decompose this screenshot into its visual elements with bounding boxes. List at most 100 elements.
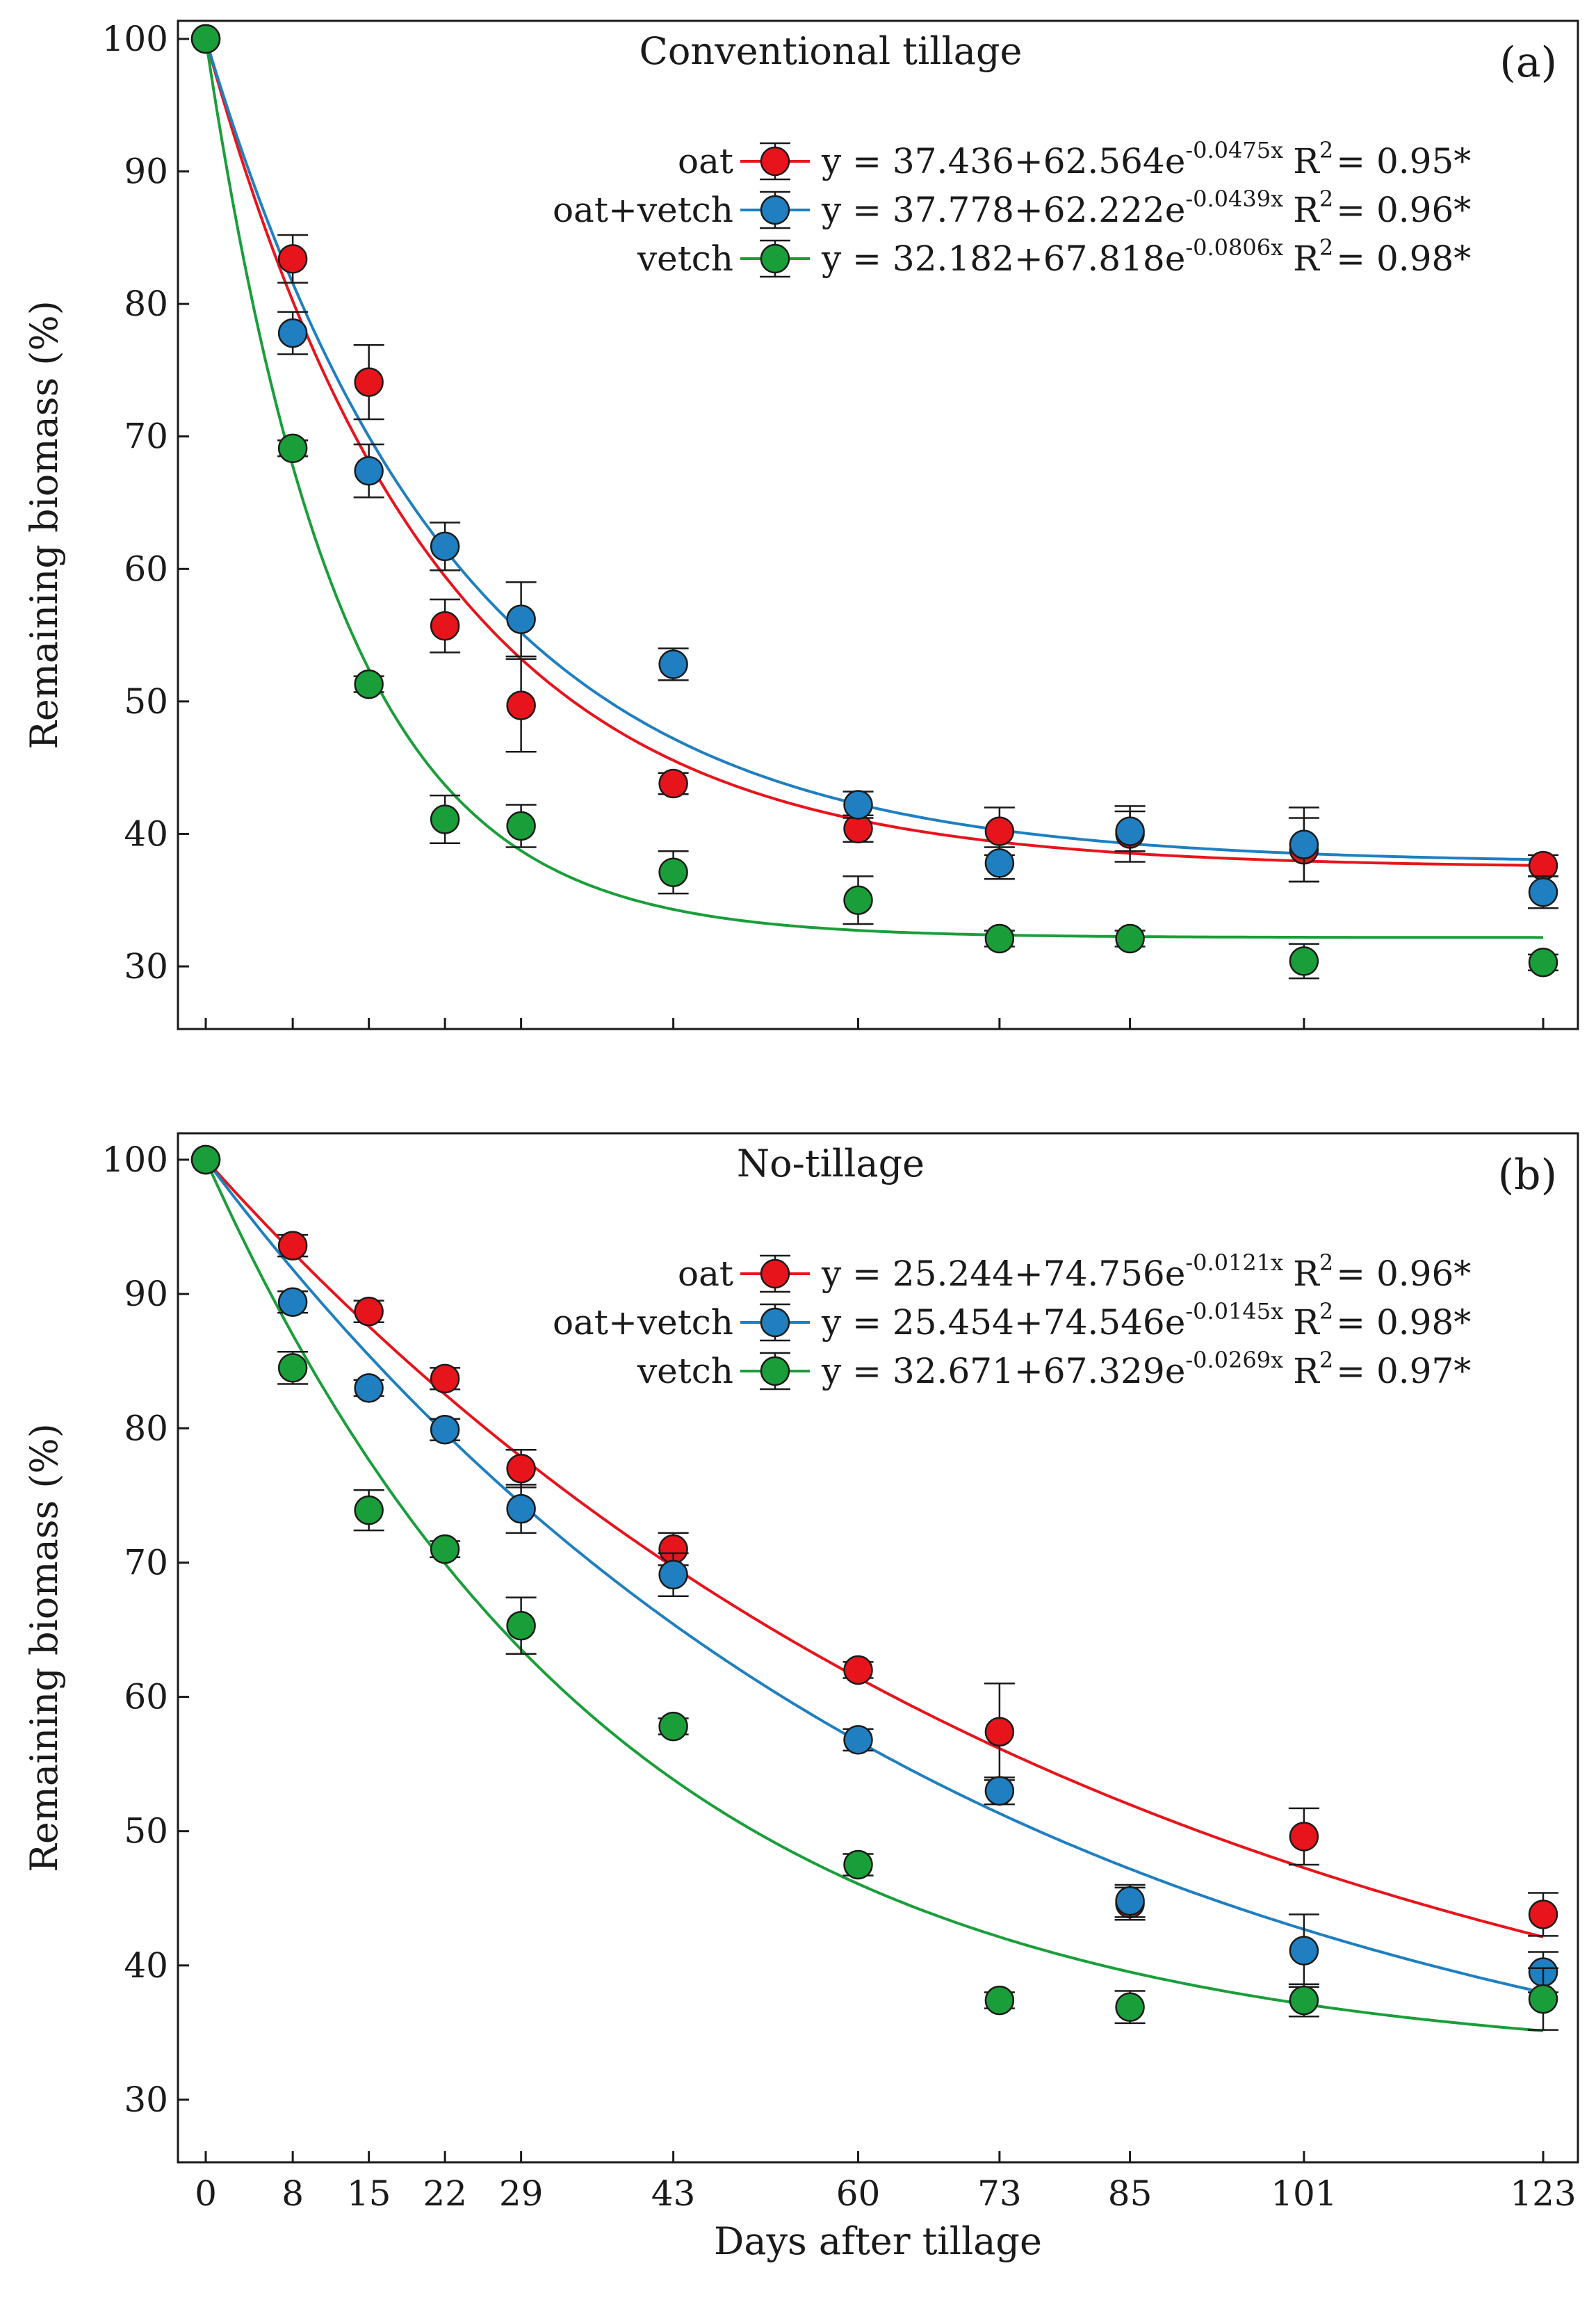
y-tick-label: 60 bbox=[124, 1677, 168, 1717]
data-point-2 bbox=[1115, 1992, 1145, 2022]
data-point-1 bbox=[354, 456, 384, 486]
data-point-2 bbox=[1528, 1984, 1558, 2014]
x-tick-label: 8 bbox=[282, 2173, 304, 2214]
data-point-0 bbox=[430, 1363, 460, 1394]
x-tick-label: 43 bbox=[651, 2173, 696, 2214]
x-tick-label: 0 bbox=[195, 2173, 217, 2214]
plot-frame bbox=[177, 19, 1579, 1030]
y-tick-label: 50 bbox=[124, 1811, 168, 1852]
plot-frame bbox=[177, 1132, 1579, 2164]
data-point-1 bbox=[1115, 1886, 1145, 1916]
data-point-2 bbox=[984, 923, 1015, 954]
x-tick-label: 15 bbox=[347, 2173, 391, 2214]
data-point-2 bbox=[1115, 923, 1145, 954]
data-point-1 bbox=[1115, 816, 1145, 846]
r2-superscript: 2 bbox=[1319, 1249, 1333, 1276]
data-point-1 bbox=[277, 318, 308, 348]
data-point-0 bbox=[984, 816, 1015, 846]
data-point-1 bbox=[658, 649, 688, 679]
data-point-2 bbox=[658, 857, 688, 887]
r2-value: = 0.98* bbox=[1336, 1302, 1471, 1343]
data-point-2 bbox=[984, 1985, 1015, 2016]
data-point-1 bbox=[1528, 877, 1558, 907]
y-tick-label: 100 bbox=[102, 1140, 168, 1180]
panel-title: Conventional tillage bbox=[640, 29, 1023, 73]
data-point-0 bbox=[354, 367, 384, 397]
y-tick-label: 70 bbox=[124, 416, 168, 457]
data-point-1 bbox=[506, 604, 536, 634]
data-point-1 bbox=[1289, 829, 1319, 859]
y-axis-title: Remaining biomass (%) bbox=[22, 1423, 66, 1872]
fit-curve-0 bbox=[204, 1158, 1544, 1938]
data-point-2 bbox=[354, 1495, 384, 1525]
x-tick-label: 85 bbox=[1108, 2173, 1153, 2214]
y-tick-label: 40 bbox=[124, 1945, 168, 1986]
y-tick-label: 50 bbox=[124, 681, 168, 722]
data-point-0 bbox=[430, 610, 460, 641]
r2-superscript: 2 bbox=[1319, 137, 1333, 163]
data-point-2 bbox=[190, 24, 221, 54]
y-tick-label: 90 bbox=[124, 1274, 168, 1314]
equation-exponent: -0.0269x bbox=[1185, 1347, 1283, 1373]
fit-equation: y = 25.454+74.546e-0.0145x R2= 0.98* bbox=[821, 1298, 1471, 1343]
data-point-0 bbox=[1528, 1899, 1558, 1929]
x-tick-label: 123 bbox=[1510, 2173, 1576, 2214]
equation-exponent: -0.0806x bbox=[1185, 234, 1283, 261]
data-point-0 bbox=[506, 1453, 536, 1484]
r2-superscript: 2 bbox=[1319, 234, 1333, 261]
fit-equation: y = 25.244+74.756e-0.0121x R2= 0.96* bbox=[821, 1249, 1471, 1294]
data-point-2 bbox=[843, 1849, 873, 1880]
data-point-1 bbox=[843, 790, 873, 820]
y-tick-label: 100 bbox=[102, 19, 168, 59]
fit-equation: y = 37.778+62.222e-0.0439x R2= 0.96* bbox=[821, 186, 1471, 230]
r2-superscript: 2 bbox=[1319, 186, 1333, 212]
legend-marker bbox=[760, 146, 790, 177]
y-tick-label: 90 bbox=[124, 152, 168, 192]
data-point-2 bbox=[506, 811, 536, 841]
fit-curve-1 bbox=[204, 1158, 1544, 1994]
r2-label: R bbox=[1293, 190, 1320, 230]
fit-equation: y = 37.436+62.564e-0.0475x R2= 0.95* bbox=[821, 137, 1471, 181]
data-point-0 bbox=[506, 690, 536, 720]
data-point-0 bbox=[843, 1655, 873, 1685]
panel-tag: (a) bbox=[1499, 38, 1557, 87]
data-point-2 bbox=[354, 669, 384, 699]
data-point-1 bbox=[277, 1287, 308, 1317]
fit-curve-2 bbox=[204, 1159, 1544, 2032]
data-point-2 bbox=[430, 804, 460, 834]
data-point-1 bbox=[1289, 1936, 1319, 1966]
legend-label: oat bbox=[678, 1254, 733, 1294]
y-tick-label: 60 bbox=[124, 549, 168, 589]
data-point-2 bbox=[277, 1353, 308, 1383]
data-point-1 bbox=[506, 1493, 536, 1524]
data-point-2 bbox=[843, 885, 873, 915]
data-point-0 bbox=[277, 244, 308, 274]
data-point-0 bbox=[354, 1297, 384, 1327]
data-point-2 bbox=[1289, 946, 1319, 976]
data-point-0 bbox=[1289, 1822, 1319, 1852]
y-tick-label: 80 bbox=[124, 284, 168, 324]
equation-prefix: y = 37.436+62.564e bbox=[821, 141, 1185, 181]
y-tick-label: 70 bbox=[124, 1542, 168, 1582]
legend-label: oat bbox=[678, 141, 733, 181]
data-point-1 bbox=[354, 1373, 384, 1403]
data-point-2 bbox=[190, 1144, 221, 1175]
panel-a: 30 40 50 60 70 80 90 100 Remaining biomass (%) Co… bbox=[22, 19, 1579, 1030]
equation-prefix: y = 25.454+74.546e bbox=[821, 1302, 1185, 1343]
equation-exponent: -0.0439x bbox=[1185, 186, 1283, 212]
data-point-0 bbox=[658, 768, 688, 799]
r2-value: = 0.97* bbox=[1336, 1351, 1471, 1391]
fit-equation: y = 32.671+67.329e-0.0269x R2= 0.97* bbox=[821, 1347, 1471, 1391]
data-point-1 bbox=[843, 1725, 873, 1755]
legend-marker bbox=[760, 243, 790, 274]
data-point-1 bbox=[430, 531, 460, 562]
data-point-2 bbox=[1528, 948, 1558, 978]
panel-tag: (b) bbox=[1498, 1151, 1557, 1199]
x-axis-title: Days after tillage bbox=[714, 2219, 1042, 2263]
data-point-2 bbox=[658, 1711, 688, 1742]
data-point-2 bbox=[277, 433, 308, 464]
data-point-1 bbox=[984, 1776, 1015, 1806]
legend-label: oat+vetch bbox=[553, 190, 733, 230]
legend-marker bbox=[760, 1307, 790, 1338]
